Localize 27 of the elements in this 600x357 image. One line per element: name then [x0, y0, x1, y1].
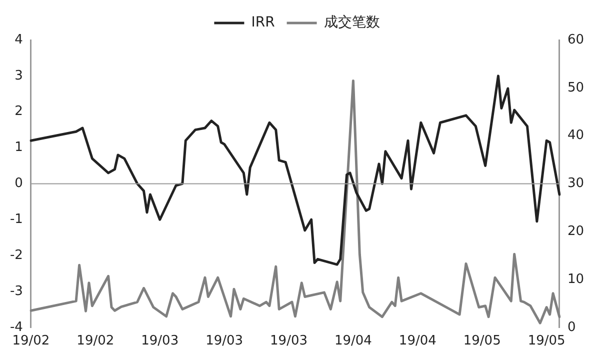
legend-label: 成交笔数: [324, 14, 380, 31]
y2-tick-label: 20: [567, 224, 584, 239]
y-tick-label: -4: [10, 320, 23, 335]
y2-tick-label: 0: [567, 320, 576, 335]
y2-tick-label: 60: [567, 32, 584, 48]
x-tick-label: 19/04: [398, 334, 436, 349]
x-tick-label: 19/03: [141, 334, 179, 349]
x-tick-label: 19/05: [528, 334, 566, 349]
y-tick-label: -3: [10, 284, 23, 299]
y-tick-label: -2: [10, 248, 23, 263]
y-tick-label: 3: [14, 68, 23, 84]
x-tick-label: 19/04: [334, 334, 372, 349]
x-tick-label: 19/03: [206, 334, 244, 349]
x-tick-label: 19/02: [12, 334, 50, 349]
x-tick-label: 19/02: [76, 334, 114, 349]
y-tick-label: 4: [14, 32, 23, 48]
legend-label: IRR: [251, 14, 276, 31]
y-tick-label: 0: [14, 176, 23, 192]
y-tick-label: 2: [14, 104, 23, 120]
y2-tick-label: 10: [567, 272, 584, 287]
x-tick-label: 19/05: [463, 334, 501, 349]
y-tick-label: -1: [10, 212, 23, 227]
y-tick-label: 1: [14, 140, 23, 156]
y2-tick-label: 30: [567, 176, 584, 192]
y2-tick-label: 40: [567, 128, 584, 144]
y2-tick-label: 50: [567, 80, 584, 96]
x-tick-label: 19/03: [270, 334, 308, 349]
